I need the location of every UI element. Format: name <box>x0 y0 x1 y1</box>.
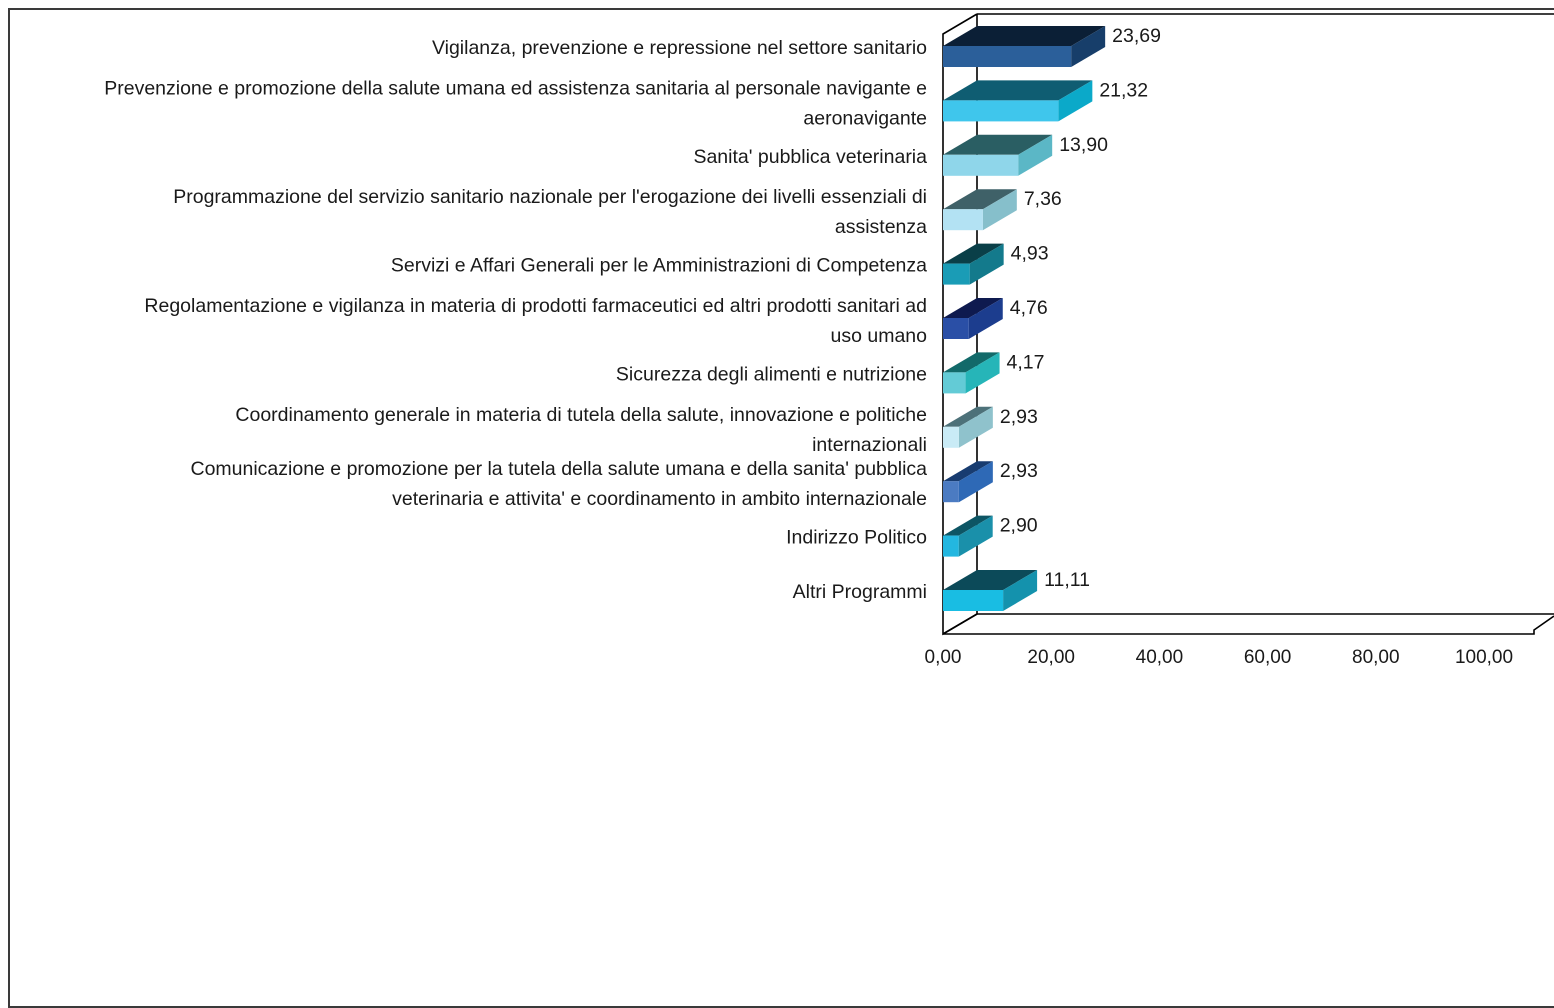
bar-side-face <box>958 515 993 557</box>
category-label-line: veterinaria e attivita' e coordinamento … <box>392 488 927 510</box>
x-tick-label: 100,00 <box>1455 647 1513 668</box>
chart-frame <box>8 8 1554 1008</box>
category-label-line: Servizi e Affari Generali per le Amminis… <box>391 255 927 277</box>
bar <box>943 80 1093 122</box>
bar-top-face <box>943 80 1093 101</box>
value-label: 2,90 <box>1000 515 1038 537</box>
bar <box>943 134 1053 176</box>
category-label-line: Regolamentazione e vigilanza in materia … <box>144 295 927 317</box>
value-label: 2,93 <box>1000 460 1038 482</box>
category-label: Comunicazione e promozione per la tutela… <box>190 458 927 510</box>
category-label: Prevenzione e promozione della salute um… <box>104 77 927 129</box>
bar <box>943 461 993 503</box>
bar <box>943 298 1003 339</box>
x-tick-label: 80,00 <box>1352 647 1400 668</box>
bar-side-face <box>1071 26 1106 67</box>
bar <box>943 406 993 448</box>
category-label-line: Vigilanza, prevenzione e repressione nel… <box>432 37 927 59</box>
bar-side-face <box>1018 134 1053 176</box>
value-label: 13,90 <box>1059 134 1108 156</box>
category-label-line: Sanita' pubblica veterinaria <box>693 146 927 168</box>
bar-front-face <box>943 372 966 394</box>
category-label-line: Indirizzo Politico <box>786 527 927 549</box>
category-label-line: assistenza <box>835 216 927 238</box>
x-tick-label: 60,00 <box>1244 647 1292 668</box>
bar-top-face <box>943 26 1106 46</box>
value-label: 4,17 <box>1007 351 1045 373</box>
bar-top-face <box>943 298 1003 318</box>
bar-top-face <box>943 406 993 427</box>
category-label: Coordinamento generale in materia di tut… <box>235 404 927 456</box>
x-tick-label: 0,00 <box>925 647 962 668</box>
value-label: 4,93 <box>1011 243 1049 265</box>
bar <box>943 243 1004 285</box>
bar-front-face <box>943 318 969 339</box>
bar-front-face <box>943 481 959 503</box>
category-label-line: Comunicazione e promozione per la tutela… <box>190 458 927 480</box>
category-label-line: Coordinamento generale in materia di tut… <box>235 404 927 426</box>
category-label: Regolamentazione e vigilanza in materia … <box>144 295 927 347</box>
category-label: Servizi e Affari Generali per le Amminis… <box>391 255 927 277</box>
bar-front-face <box>943 535 959 557</box>
value-label: 4,76 <box>1010 297 1048 319</box>
category-label: Vigilanza, prevenzione e repressione nel… <box>432 37 927 59</box>
bar <box>943 352 1000 394</box>
category-label-line: Programmazione del servizio sanitario na… <box>173 186 927 208</box>
bar-top-face <box>943 570 1038 590</box>
x-tick-labels: 0,00 20,00 40,00 60,00 80,00 100,00 <box>925 647 1514 668</box>
bar-front-face <box>943 154 1019 176</box>
category-label-line: Prevenzione e promozione della salute um… <box>104 77 927 99</box>
bar-top-face <box>943 461 993 482</box>
value-label: 21,32 <box>1099 79 1148 101</box>
bar-side-face <box>958 461 993 503</box>
category-label: Sicurezza degli alimenti e nutrizione <box>616 363 927 385</box>
value-label: 11,11 <box>1044 569 1090 591</box>
bar <box>943 570 1038 611</box>
bar <box>943 515 993 557</box>
floor-back-edge <box>942 613 1554 635</box>
category-label-line: aeronavigante <box>803 107 927 129</box>
category-label-line: uso umano <box>831 325 928 347</box>
bar-front-face <box>943 426 959 448</box>
category-label: Programmazione del servizio sanitario na… <box>173 186 927 238</box>
bar-side-face <box>969 243 1004 285</box>
x-axis-line <box>943 615 1554 635</box>
bar-top-face <box>943 189 1017 210</box>
bar-top-face <box>943 352 1000 373</box>
value-label: 23,69 <box>1112 25 1161 47</box>
category-label-line: Sicurezza degli alimenti e nutrizione <box>616 363 927 385</box>
x-tick-label: 40,00 <box>1136 647 1184 668</box>
category-labels: Vigilanza, prevenzione e repressione nel… <box>104 37 927 603</box>
bar-side-face <box>1058 80 1093 122</box>
bar-front-face <box>943 209 983 231</box>
category-label-line: Altri Programmi <box>793 581 927 603</box>
bar-side-face <box>968 298 1003 339</box>
x-tick-label: 20,00 <box>1027 647 1075 668</box>
bar-top-face <box>943 134 1053 155</box>
bar-front-face <box>943 590 1004 611</box>
category-label-line: internazionali <box>812 434 927 456</box>
value-label: 2,93 <box>1000 406 1038 428</box>
bar-side-face <box>1003 570 1038 611</box>
category-label: Altri Programmi <box>793 581 927 603</box>
value-label: 7,36 <box>1024 188 1062 210</box>
category-label: Indirizzo Politico <box>786 527 927 549</box>
bar <box>943 26 1106 67</box>
bar <box>943 189 1017 231</box>
category-label: Sanita' pubblica veterinaria <box>693 146 927 168</box>
bar-front-face <box>943 100 1059 122</box>
bar-side-face <box>982 189 1017 231</box>
bar-side-face <box>965 352 1000 394</box>
bar-top-face <box>943 243 1004 264</box>
bar-front-face <box>943 46 1072 67</box>
bars <box>943 26 1106 611</box>
bar-top-face <box>943 515 993 536</box>
bar-side-face <box>958 406 993 448</box>
value-labels: 23,69 21,32 13,90 7,36 4,93 4,76 4,17 2,93 2,93 2… <box>1000 25 1161 591</box>
bar-front-face <box>943 263 970 285</box>
